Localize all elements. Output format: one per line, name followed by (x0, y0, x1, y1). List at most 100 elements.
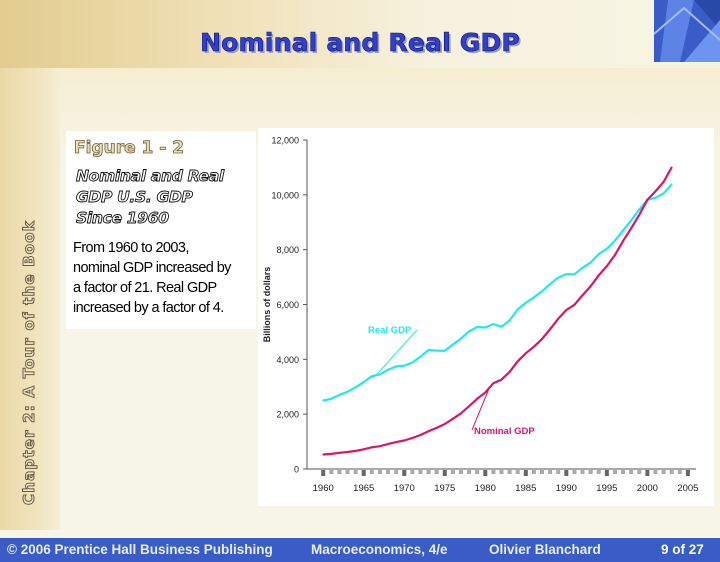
y-tick-label: 4,000 (276, 355, 299, 365)
chapter-vertical-label: Chapter 2: A Tour of the Book (20, 220, 39, 506)
data-point-nominal-gdp (524, 352, 527, 355)
data-point-nominal-gdp (322, 453, 325, 456)
data-point-nominal-gdp (630, 227, 633, 230)
data-point-nominal-gdp (403, 439, 406, 442)
x-tick-label: 1965 (353, 483, 374, 494)
data-point-real-gdp (581, 266, 584, 269)
x-tick-mark (402, 470, 407, 476)
data-point-real-gdp (435, 349, 438, 352)
footer-book: Macroeconomics, 4/e (311, 542, 448, 557)
chart-panel: 0 2,000 4,000 6,000 8,000 10,000 12,000 1960 196… (258, 128, 714, 506)
annotation-leader-line (375, 329, 418, 376)
data-point-nominal-gdp (387, 443, 389, 445)
data-point-nominal-gdp (533, 345, 535, 348)
data-point-nominal-gdp (330, 453, 333, 455)
x-tick-mark (540, 470, 545, 474)
data-point-nominal-gdp (435, 426, 438, 429)
corner-logo-icon (654, 0, 720, 62)
x-tick-mark (572, 470, 577, 474)
x-tick-mark (442, 470, 447, 476)
data-point-real-gdp (516, 308, 519, 311)
data-point-real-gdp (322, 399, 325, 402)
data-point-nominal-gdp (622, 239, 624, 242)
x-tick-label: 1995 (596, 483, 617, 494)
x-tick-mark (450, 470, 455, 474)
x-tick-mark (467, 470, 472, 474)
data-point-real-gdp (476, 326, 479, 328)
data-point-real-gdp (533, 296, 535, 299)
data-point-real-gdp (549, 283, 552, 286)
y-tick-label: 2,000 (276, 410, 299, 420)
data-point-nominal-gdp (492, 382, 495, 385)
data-point-nominal-gdp (476, 397, 479, 400)
data-point-nominal-gdp (460, 412, 462, 415)
figure-caption-box: Figure 1 - 2 Nominal and Real GDP U.S. G… (66, 131, 256, 329)
data-point-nominal-gdp (419, 434, 422, 436)
data-point-real-gdp (338, 394, 341, 396)
data-point-real-gdp (614, 239, 616, 242)
x-tick-mark (499, 470, 504, 474)
data-point-nominal-gdp (346, 451, 349, 453)
corner-logo-graphic (654, 0, 720, 62)
data-point-real-gdp (630, 219, 633, 222)
data-point-nominal-gdp (516, 360, 519, 363)
series-line-real-gdp (322, 183, 673, 402)
data-point-real-gdp (565, 273, 568, 275)
data-point-real-gdp (508, 319, 511, 322)
data-point-real-gdp (346, 390, 349, 393)
header-band (0, 0, 720, 68)
annotation-label: Real GDP (368, 325, 412, 336)
x-tick-mark (369, 470, 374, 474)
data-point-nominal-gdp (670, 166, 673, 169)
data-point-real-gdp (670, 183, 673, 186)
data-point-real-gdp (557, 276, 560, 279)
x-tick-mark (637, 470, 642, 474)
data-point-real-gdp (411, 361, 414, 364)
data-point-real-gdp (330, 397, 333, 400)
annotation-label: Nominal GDP (474, 426, 535, 437)
data-point-real-gdp (638, 208, 641, 211)
data-point-nominal-gdp (662, 181, 665, 183)
data-point-nominal-gdp (354, 450, 357, 452)
data-point-nominal-gdp (508, 371, 511, 373)
x-tick-mark (580, 470, 585, 474)
x-tick-mark (588, 470, 593, 474)
x-tick-mark (426, 470, 431, 474)
data-point-real-gdp (403, 364, 406, 367)
data-point-nominal-gdp (654, 190, 657, 193)
data-point-nominal-gdp (646, 198, 649, 201)
x-tick-mark (523, 470, 528, 476)
x-tick-mark (329, 470, 334, 474)
figure-description-line: nominal GDP increased by (73, 260, 231, 276)
x-tick-mark (515, 470, 520, 474)
annotation-leader-line (471, 387, 490, 431)
data-point-real-gdp (354, 386, 357, 389)
data-point-nominal-gdp (589, 285, 592, 288)
data-point-real-gdp (379, 373, 381, 376)
data-point-nominal-gdp (557, 317, 560, 320)
y-tick-label: 0 (294, 465, 299, 475)
figure-title: Nominal and Real GDP U.S. GDP Since 1960 (76, 166, 256, 229)
x-tick-mark (629, 470, 634, 474)
x-tick-mark (531, 470, 536, 474)
data-point-nominal-gdp (484, 391, 487, 394)
footer-page-number: 9 of 27 (661, 542, 704, 557)
data-point-real-gdp (500, 325, 503, 328)
x-tick-mark (321, 470, 326, 476)
data-point-real-gdp (573, 273, 576, 276)
data-point-real-gdp (451, 343, 454, 346)
x-tick-mark (661, 470, 666, 474)
x-tick-label: 1990 (556, 483, 577, 494)
x-tick-mark (434, 470, 439, 474)
x-tick-mark (418, 470, 423, 474)
x-tick-mark (564, 470, 569, 476)
x-tick-mark (507, 470, 512, 474)
x-tick-mark (556, 470, 561, 474)
figure-description-line: From 1960 to 2003, (73, 240, 189, 256)
x-tick-mark (458, 470, 463, 474)
x-tick-mark (685, 470, 690, 476)
data-point-nominal-gdp (411, 437, 414, 439)
x-tick-mark (483, 470, 488, 476)
data-point-real-gdp (524, 301, 527, 304)
x-tick-mark (669, 470, 674, 474)
